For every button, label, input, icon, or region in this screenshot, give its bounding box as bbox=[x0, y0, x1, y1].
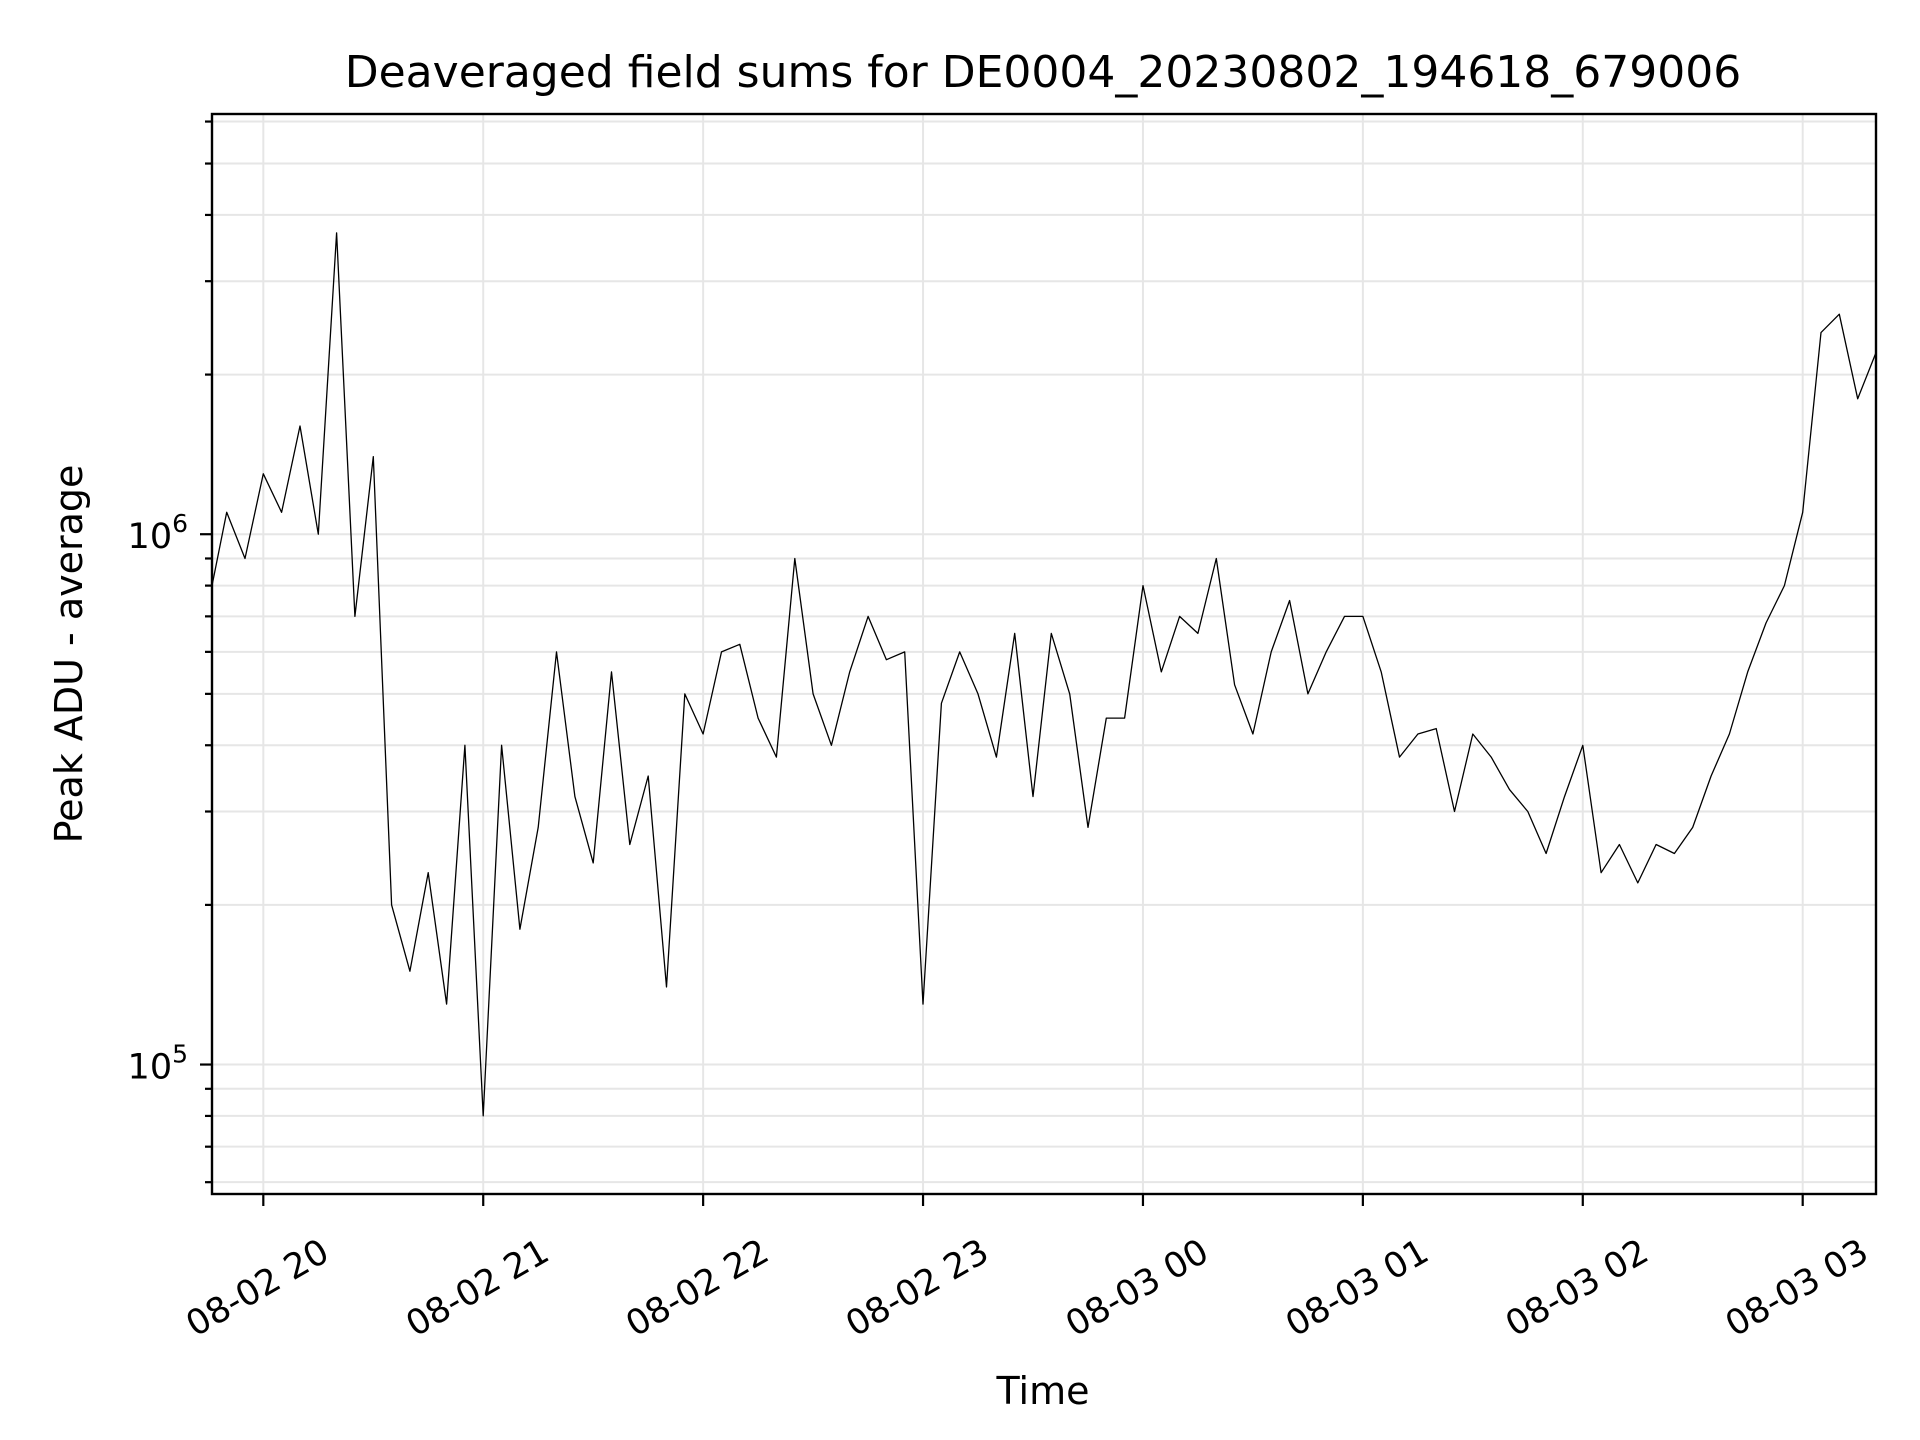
x-tick-label: 08-03 03 bbox=[1719, 1232, 1875, 1345]
y-tick-label: 105 bbox=[128, 1040, 188, 1088]
grid bbox=[212, 114, 1876, 1194]
x-tick-label: 08-03 02 bbox=[1499, 1232, 1655, 1345]
chart-title: Deaveraged field sums for DE0004_2023080… bbox=[345, 47, 1742, 98]
series-line bbox=[211, 232, 1877, 1117]
x-tick-label: 08-02 20 bbox=[180, 1232, 336, 1345]
plot-frame bbox=[210, 112, 1878, 1196]
y-axis-label: Peak ADU - average bbox=[47, 465, 91, 844]
x-tick-label: 08-02 21 bbox=[400, 1232, 556, 1345]
series-area bbox=[211, 232, 1877, 1117]
x-tick-label: 08-02 23 bbox=[839, 1232, 995, 1345]
y-tick-label: 106 bbox=[128, 509, 188, 557]
x-axis-label: Time bbox=[996, 1369, 1090, 1413]
x-tick-label: 08-03 00 bbox=[1059, 1232, 1215, 1345]
x-axis: 08-02 20 08-02 21 08-02 22 08-02 23 08-03 00… bbox=[180, 1194, 1875, 1345]
y-axis: 105 106 bbox=[128, 120, 212, 1184]
x-tick-label: 08-02 22 bbox=[619, 1232, 775, 1345]
x-tick-label: 08-03 01 bbox=[1279, 1232, 1435, 1345]
